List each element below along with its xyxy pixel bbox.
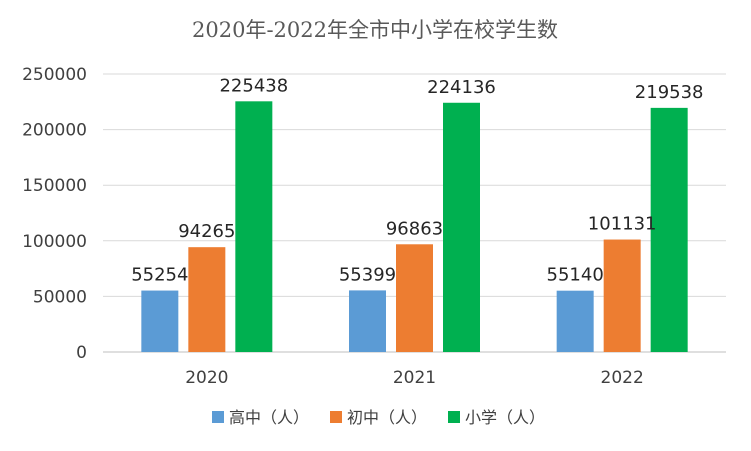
chart-title: 2020年-2022年全市中小学在校学生数 <box>192 18 558 42</box>
legend-label: 小学（人） <box>465 408 545 427</box>
bar <box>349 290 386 352</box>
bar <box>556 290 594 352</box>
y-axis-ticks: 0 50000 100000 150000 200000 250000 <box>22 65 87 363</box>
legend-swatch <box>330 411 342 423</box>
x-tick-label: 2022 <box>601 368 644 388</box>
legend-swatch <box>212 411 224 423</box>
legend-swatch <box>448 411 460 423</box>
x-tick-label: 2021 <box>393 368 436 388</box>
x-tick-label: 2020 <box>185 368 228 388</box>
legend-label: 高中（人） <box>229 408 309 427</box>
bar <box>603 239 641 352</box>
data-label: 101131 <box>588 214 657 235</box>
legend: 高中（人） 初中（人） 小学（人） <box>212 408 545 427</box>
y-tick-label: 50000 <box>33 287 87 307</box>
y-tick-label: 100000 <box>22 232 87 252</box>
data-label: 224136 <box>427 77 496 98</box>
y-tick-label: 200000 <box>22 121 87 141</box>
data-label: 96863 <box>386 218 443 239</box>
bar <box>235 101 273 352</box>
bar <box>443 102 480 352</box>
data-label: 55399 <box>339 264 396 285</box>
y-tick-label: 250000 <box>22 65 87 85</box>
y-tick-label: 0 <box>76 343 87 363</box>
bar <box>650 107 688 352</box>
bar <box>396 244 433 352</box>
data-label: 225438 <box>219 75 288 96</box>
data-label: 94265 <box>178 221 235 242</box>
bar <box>188 247 226 352</box>
data-label: 219538 <box>635 82 704 103</box>
data-labels: 55254 94265 225438 55399 96863 224136 55140 101… <box>131 75 703 285</box>
bar <box>141 290 179 352</box>
bars <box>141 101 688 352</box>
x-axis-ticks: 2020 2021 2022 <box>185 368 644 388</box>
y-tick-label: 150000 <box>22 176 87 196</box>
legend-label: 初中（人） <box>347 408 427 427</box>
data-label: 55254 <box>131 265 188 286</box>
data-label: 55140 <box>547 265 604 286</box>
